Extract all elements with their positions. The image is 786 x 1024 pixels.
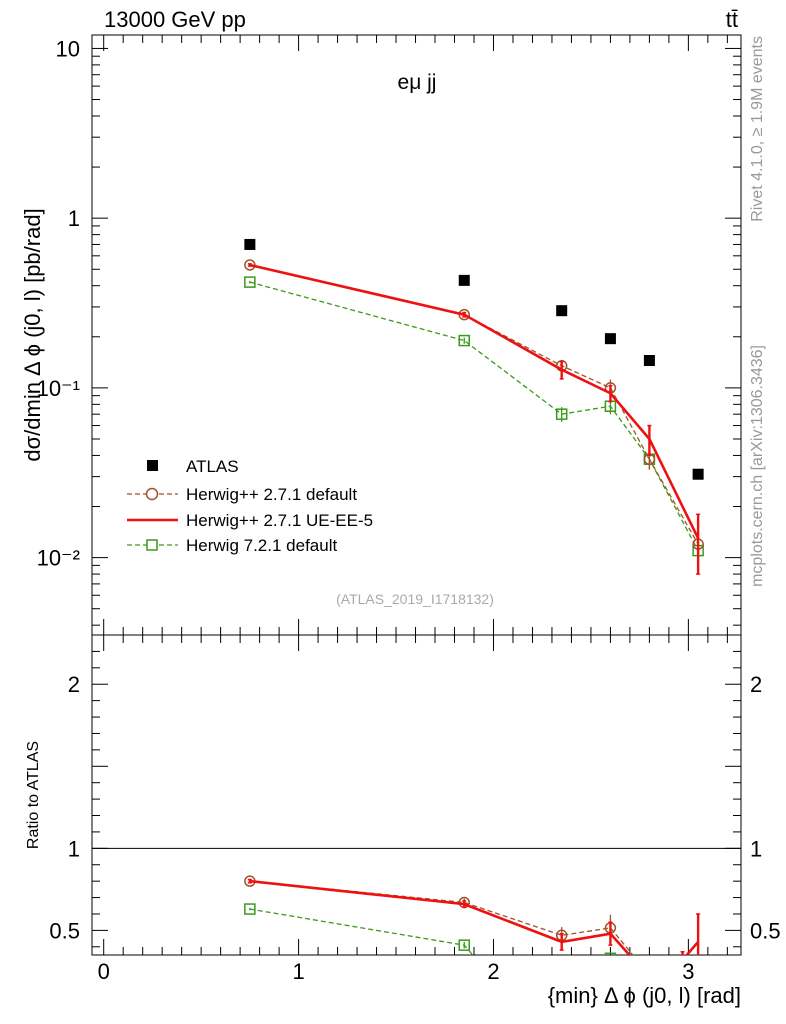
main-y-tick-label: 1	[68, 206, 80, 231]
ratio-y-tick-label: 0.5	[49, 918, 80, 943]
main-axis-ticks	[92, 35, 741, 635]
mcplots-label: mcplots.cern.ch [arXiv:1306.3436]	[749, 345, 766, 587]
ratio-y-tick-label-right: 0.5	[750, 918, 781, 943]
x-tick-label: 2	[487, 959, 499, 984]
ratio-y-tick-label-right: 1	[750, 836, 762, 861]
main-y-tick-labels: 10 1 10⁻¹ 10⁻²	[37, 36, 80, 570]
main-series-layer	[244, 238, 704, 575]
x-tick-label: 1	[292, 959, 304, 984]
legend-marker-herwig7-default	[146, 539, 158, 551]
main-point-atlas	[244, 238, 256, 250]
ratio-axis-ticks	[92, 634, 741, 955]
main-point-atlas	[604, 333, 616, 345]
legend-item-herwigpp-ueee5: Herwig++ 2.7.1 UE-EE-5	[127, 511, 373, 530]
ratio-y-tick-label: 1	[68, 836, 80, 861]
legend-label: Herwig 7.2.1 default	[186, 536, 337, 555]
main-point-atlas	[643, 355, 655, 367]
legend-label: Herwig++ 2.7.1 default	[186, 485, 357, 504]
ratio-y-tick-label-right: 2	[750, 672, 762, 697]
legend-item-herwigpp-default: Herwig++ 2.7.1 default	[127, 485, 357, 504]
x-tick-label: 3	[682, 959, 694, 984]
ratio-y-tick-label: 2	[68, 672, 80, 697]
main-y-axis-title: dσ/dmin Δ ϕ (j0, l) [pb/rad]	[20, 208, 45, 461]
legend-label: ATLAS	[186, 457, 239, 476]
x-axis-title: {min} Δ ϕ (j0, l) [rad]	[548, 983, 741, 1008]
ratio-plot-frame	[91, 634, 742, 956]
plot-title: eμ jj	[398, 71, 437, 94]
process-label: tt̄	[726, 7, 738, 32]
ratio-point-herwig-7-2-1-default	[604, 952, 617, 955]
ratio-y-tick-labels: 2 1 0.5 2 1 0.5	[49, 672, 780, 943]
main-line-herwig-2-7-1-ue-ee-5	[249, 263, 700, 539]
ratio-point-herwig-7-2-1-default	[244, 903, 256, 915]
x-tick-label: 0	[98, 959, 110, 984]
legend-marker-herwigpp-default	[145, 487, 159, 501]
main-point-herwig-7-2-1-default	[244, 276, 256, 288]
energy-label: 13000 GeV pp	[104, 7, 246, 32]
watermark: (ATLAS_2019_I1718132)	[336, 591, 494, 607]
main-point-atlas	[458, 274, 470, 286]
ratio-series-layer	[244, 875, 701, 968]
main-y-tick-label: 10⁻¹	[37, 376, 80, 401]
ratio-line-herwig-7-2-1-default	[249, 908, 474, 955]
main-y-tick-label: 10⁻²	[37, 546, 80, 571]
ratio-point-herwig-7-2-1-default	[458, 939, 470, 951]
legend: ATLAS Herwig++ 2.7.1 default Herwig++ 2.…	[127, 457, 373, 555]
rivet-label: Rivet 4.1.0, ≥ 1.9M events	[749, 36, 766, 222]
legend-marker-atlas	[147, 460, 158, 471]
main-point-herwig-7-2-1-default	[555, 408, 568, 420]
legend-label: Herwig++ 2.7.1 UE-EE-5	[186, 511, 373, 530]
main-line-herwig-2-7-1-default	[249, 264, 699, 545]
legend-item-herwig7-default: Herwig 7.2.1 default	[127, 536, 337, 555]
x-tick-labels: 0 1 2 3	[98, 959, 695, 984]
ratio-y-axis-title: Ratio to ATLAS	[25, 741, 42, 849]
ratio-point-herwig-2-7-1-default	[635, 958, 645, 968]
main-point-atlas	[692, 468, 704, 480]
ratio-point-herwig-7-2-1-default	[475, 958, 485, 968]
ratio-line-herwig-2-7-1-default	[249, 880, 634, 955]
main-point-atlas	[556, 305, 568, 317]
main-point-herwig-7-2-1-default	[458, 334, 470, 347]
legend-item-atlas: ATLAS	[147, 457, 239, 476]
main-y-tick-label: 10	[56, 36, 80, 61]
